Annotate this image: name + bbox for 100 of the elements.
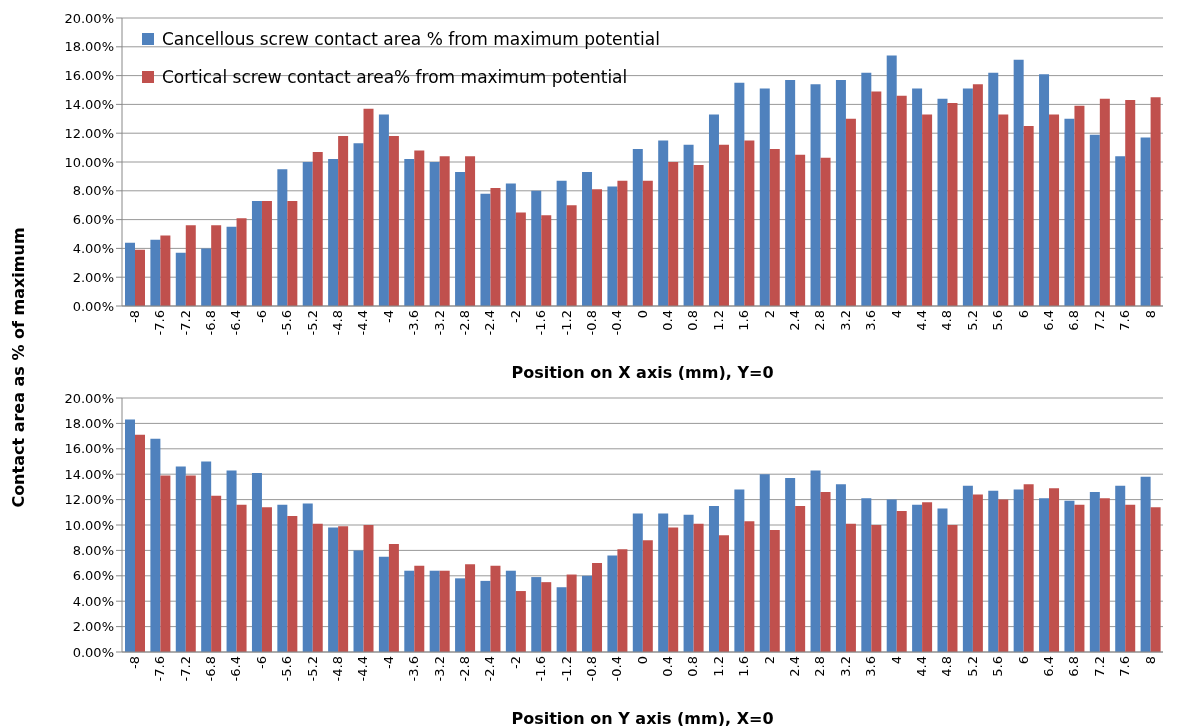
x-tick-label: 0.4 (660, 656, 676, 677)
bar (632, 513, 643, 652)
bar (175, 252, 186, 306)
x-axis-title: Position on X axis (mm), Y=0 (511, 363, 774, 382)
bar (211, 225, 222, 306)
x-tick-label: 4.8 (939, 310, 955, 331)
bar (135, 249, 145, 306)
bar (185, 225, 196, 306)
bar (1089, 134, 1100, 306)
bar (515, 591, 526, 652)
bar (236, 504, 247, 652)
x-tick-label: -0.4 (609, 310, 625, 336)
bar (617, 549, 628, 652)
y-tick-label: 4.00% (72, 241, 114, 257)
bar (135, 434, 145, 652)
bar (1099, 498, 1110, 652)
bar (378, 556, 389, 652)
bar (810, 470, 821, 652)
bar (607, 186, 618, 306)
x-tick-label: 1.6 (736, 310, 752, 331)
x-tick-label: -3.6 (406, 656, 422, 682)
legend-label: Cortical screw contact area% from maximum potential (162, 67, 628, 87)
bar (439, 570, 450, 652)
bar (505, 183, 516, 306)
bar (363, 525, 374, 652)
x-tick-label: 4 (888, 310, 904, 319)
bar (845, 523, 856, 652)
x-tick-label: 1.6 (736, 656, 752, 677)
bar (277, 169, 288, 306)
x-tick-label: 3.2 (837, 310, 853, 331)
bar (175, 466, 186, 652)
bar (226, 470, 237, 652)
x-tick-label: -7.2 (177, 310, 193, 336)
bar (1064, 500, 1075, 652)
x-tick-label: -2 (507, 310, 523, 323)
bar (531, 190, 542, 306)
bar (947, 102, 958, 306)
bar (388, 544, 399, 652)
x-axis-title: Position on Y axis (mm), X=0 (511, 709, 774, 726)
x-tick-label: 2.8 (812, 310, 828, 331)
bar (1013, 59, 1024, 306)
x-tick-label: -7.6 (152, 310, 168, 336)
bar (201, 461, 212, 652)
bar (328, 527, 339, 652)
bar (912, 504, 923, 652)
bar (505, 570, 516, 652)
bar (556, 587, 567, 652)
bar (744, 140, 755, 306)
bar (236, 218, 247, 306)
bar (439, 156, 450, 306)
x-tick-label: 4.4 (914, 310, 930, 331)
bar (683, 514, 694, 652)
y-tick-label: 18.00% (64, 416, 114, 432)
bar (404, 159, 415, 306)
x-tick-label: 2.4 (787, 310, 803, 331)
bar (1089, 491, 1100, 652)
bar (287, 516, 298, 652)
bar (632, 149, 643, 306)
bar (363, 108, 374, 306)
x-tick-label: 6 (1015, 656, 1031, 665)
bar (769, 530, 780, 652)
bar (541, 215, 552, 306)
bar (683, 144, 694, 306)
bar (541, 582, 552, 652)
bar (455, 172, 466, 306)
x-tick-label: -5.2 (304, 310, 320, 336)
x-tick-label: 8 (1142, 310, 1158, 319)
bar (465, 156, 476, 306)
bar (810, 84, 821, 306)
bar (566, 205, 577, 306)
x-tick-label: 7.6 (1117, 656, 1133, 677)
x-tick-label: -6 (253, 310, 269, 323)
bar (201, 248, 212, 306)
y-tick-label: 14.00% (64, 97, 114, 113)
bar (1039, 498, 1050, 652)
x-tick-label: -2.8 (457, 656, 472, 682)
x-tick-label: 0 (634, 310, 650, 319)
bar (261, 200, 272, 306)
bar (328, 159, 339, 306)
x-tick-label: -6.4 (228, 310, 244, 336)
bar (429, 162, 440, 306)
bar (718, 535, 729, 652)
y-tick-label: 10.00% (64, 517, 114, 533)
x-tick-label: -1.2 (558, 656, 574, 682)
x-tick-label: 2.4 (787, 656, 803, 677)
bar (642, 540, 653, 652)
bar (1074, 105, 1085, 306)
bar (125, 419, 135, 652)
bar (211, 495, 222, 652)
x-tick-label: -5.6 (279, 310, 295, 336)
bar (785, 478, 796, 652)
bar (896, 95, 907, 306)
x-tick-label: 5.6 (990, 656, 1006, 677)
bar (1150, 507, 1161, 652)
bar (668, 527, 679, 652)
x-tick-label: -6.4 (228, 656, 244, 682)
x-tick-label: 0.4 (660, 310, 676, 331)
x-tick-label: 0.8 (685, 656, 701, 677)
bar (277, 504, 288, 652)
bar (1039, 74, 1050, 306)
